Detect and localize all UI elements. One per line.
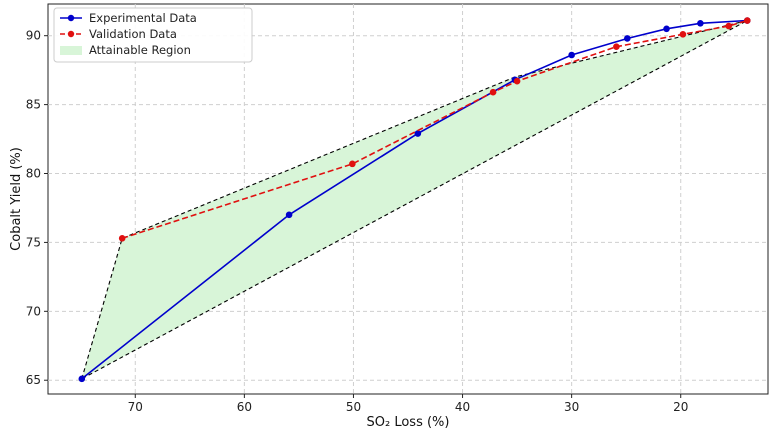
validation-data-point xyxy=(513,77,521,85)
validation-data-line xyxy=(121,19,748,240)
attainable-region-fill xyxy=(81,20,748,379)
legend-marker-experimental-data xyxy=(67,14,75,22)
x-tick-label: 40 xyxy=(455,400,470,414)
experimental-data-point xyxy=(568,51,575,59)
experimental-data-point xyxy=(285,211,293,219)
validation-data-point xyxy=(725,22,733,30)
x-tick-label: 50 xyxy=(346,400,361,414)
legend-label-attainable-region: Attainable Region xyxy=(89,43,191,57)
y-tick-label: 75 xyxy=(26,235,41,249)
validation-data-point xyxy=(489,88,497,96)
legend-box xyxy=(53,7,253,63)
legend-swatch-attainable-region xyxy=(60,46,82,55)
legend-marker-validation-data xyxy=(67,30,75,38)
legend-label-experimental-data: Experimental Data xyxy=(89,11,197,25)
x-tick-label: 60 xyxy=(237,400,252,414)
y-tick-label: 70 xyxy=(26,304,41,318)
ticks: 70 60 50 40 30 20 65 70 75 80 85 90 xyxy=(26,29,689,414)
experimental-data-point xyxy=(78,375,86,383)
series-layer xyxy=(78,17,751,383)
x-tick-label: 20 xyxy=(673,400,688,414)
x-tick-label: 70 xyxy=(128,400,143,414)
legend: Experimental Data Validation Data Attainab… xyxy=(53,7,253,63)
legend-label-validation-data: Validation Data xyxy=(89,27,177,41)
experimental-data-point xyxy=(663,25,670,33)
x-tick-label: 30 xyxy=(564,400,579,414)
experimental-data-point xyxy=(697,19,704,27)
validation-data-point xyxy=(743,17,751,24)
x-axis-label: SO₂ Loss (%) xyxy=(367,415,450,430)
experimental-data-point xyxy=(623,35,631,42)
validation-data-point xyxy=(613,43,620,51)
validation-data-point xyxy=(679,31,687,38)
validation-data-point xyxy=(349,160,356,168)
y-tick-label: 65 xyxy=(26,373,41,387)
y-tick-label: 80 xyxy=(26,167,41,181)
y-tick-label: 85 xyxy=(26,98,41,112)
validation-data-point xyxy=(118,234,126,242)
experimental-data-point xyxy=(414,130,422,137)
y-axis-label: Cobalt Yield (%) xyxy=(9,147,24,251)
y-tick-label: 90 xyxy=(26,29,41,43)
